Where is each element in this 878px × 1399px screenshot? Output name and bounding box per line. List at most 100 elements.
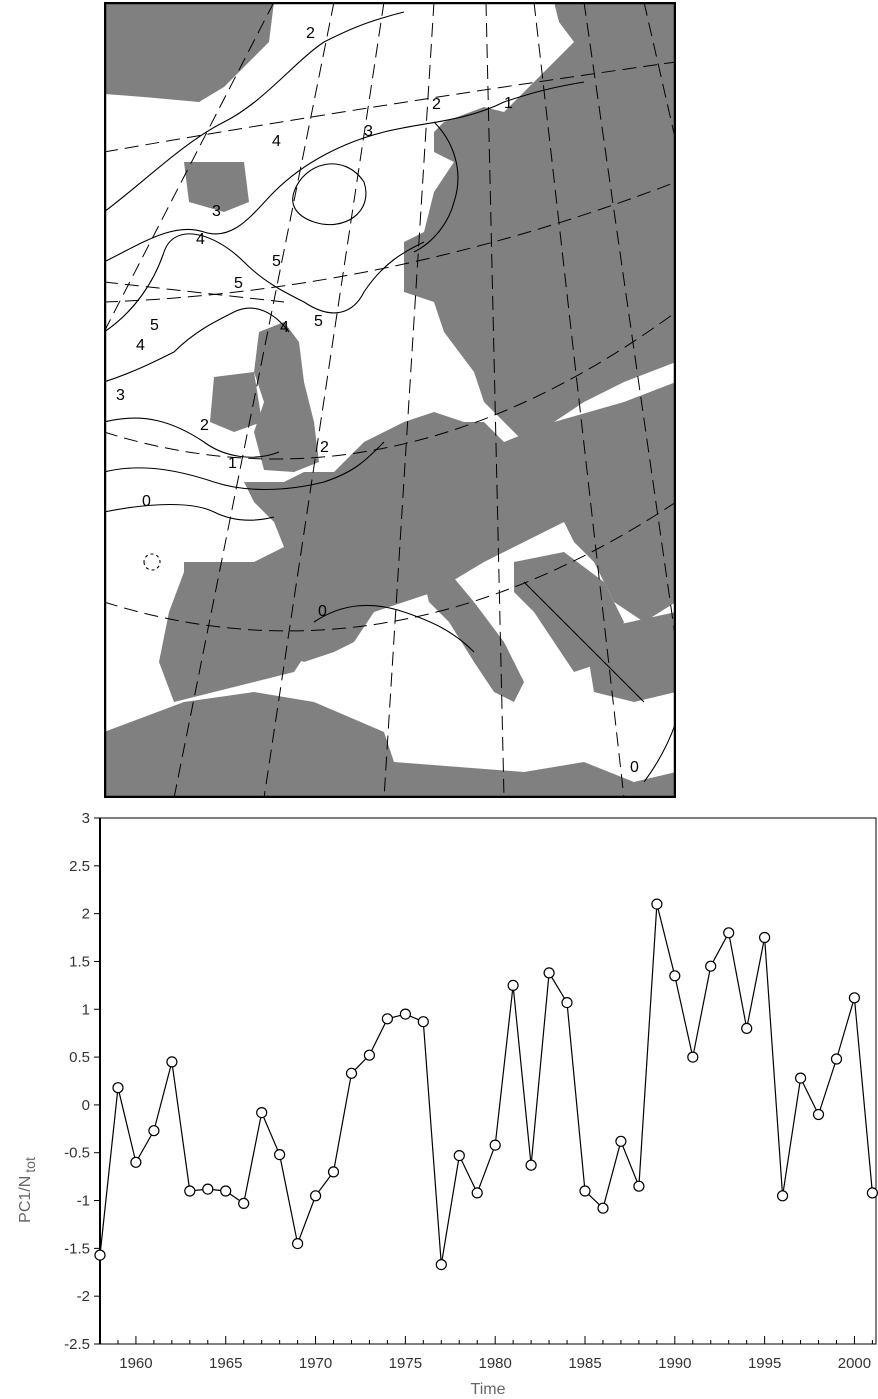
y-tick-label: -0.5 <box>64 1145 90 1162</box>
data-point <box>274 1149 286 1161</box>
contour-label: 2 <box>432 96 441 113</box>
data-point <box>94 1249 106 1261</box>
y-tick-label: -1 <box>77 1193 90 1210</box>
x-axis: 1960 1965 1970 1975 1980 1985 1990 1995 2000 <box>99 1336 873 1372</box>
contour-label: 0 <box>318 603 327 620</box>
x-tick-label: 1965 <box>209 1355 242 1372</box>
x-tick-label: 2000 <box>838 1355 871 1372</box>
data-point <box>866 1187 878 1199</box>
contour-label: 3 <box>364 123 373 140</box>
y-axis-title-main: PC1/N <box>17 1176 34 1223</box>
contour-label: 4 <box>136 337 145 354</box>
data-point <box>166 1056 178 1068</box>
data-point <box>543 967 555 979</box>
contour-label: 4 <box>196 231 205 248</box>
data-point <box>507 979 519 991</box>
data-point <box>489 1139 501 1151</box>
data-point <box>363 1049 375 1061</box>
data-point <box>615 1135 627 1147</box>
data-point <box>830 1053 843 1065</box>
y-tick-label: -1.5 <box>64 1240 90 1257</box>
data-point <box>669 970 681 982</box>
map-frame <box>104 2 676 798</box>
contour-label: 4 <box>280 319 289 336</box>
x-tick-label: 1970 <box>299 1355 332 1372</box>
data-point <box>758 931 771 944</box>
y-tick-label: 0 <box>82 1097 90 1114</box>
land-great-britain <box>254 322 319 472</box>
y-tick-label: -2 <box>77 1288 90 1305</box>
data-point <box>579 1185 591 1197</box>
land-continental-europe <box>184 382 676 662</box>
series-markers <box>94 898 878 1271</box>
y-axis-title: PC1/N tot <box>17 1157 38 1223</box>
y-axis: 3 2.5 2 1.5 1 0.5 0 -0.5 -1 -1.5 -2 -2.5 <box>64 810 100 1353</box>
contour-lines <box>104 11 676 783</box>
y-tick-label: 0.5 <box>69 1049 90 1066</box>
data-point <box>848 992 861 1004</box>
data-point <box>651 898 663 910</box>
x-tick-label: 1980 <box>478 1355 511 1372</box>
contour-label: 3 <box>212 203 221 220</box>
data-point <box>525 1159 537 1171</box>
contour-label: 0 <box>142 493 151 510</box>
data-point <box>776 1190 789 1202</box>
land-north-africa <box>104 692 676 798</box>
data-point <box>184 1185 196 1197</box>
data-point <box>812 1108 825 1121</box>
data-point <box>220 1185 232 1197</box>
contour-label: 4 <box>272 133 281 150</box>
data-point <box>202 1183 214 1195</box>
europe-map: 2 2 1 3 4 3 4 5 5 5 4 5 4 3 2 2 1 0 0 0 <box>104 2 676 798</box>
y-tick-label: 1.5 <box>69 953 90 970</box>
data-point <box>345 1067 358 1079</box>
contour-label: 1 <box>228 455 237 472</box>
data-point <box>238 1197 250 1209</box>
contour-label: 5 <box>272 253 281 270</box>
land-iceland <box>184 162 249 212</box>
contour-label: 2 <box>200 417 209 434</box>
contour-label: 2 <box>306 25 315 42</box>
data-point <box>256 1107 268 1119</box>
contour-label: 1 <box>504 95 513 112</box>
x-tick-label: 1995 <box>748 1355 781 1372</box>
land-italy <box>424 572 524 702</box>
contour-label: 3 <box>116 387 125 404</box>
y-axis-title-subscript: tot <box>22 1157 38 1173</box>
data-point <box>723 927 735 939</box>
data-point <box>453 1150 465 1162</box>
data-point <box>417 1016 429 1028</box>
data-point <box>435 1259 447 1271</box>
x-axis-title: Time <box>471 1381 506 1398</box>
land-iberia <box>159 567 314 702</box>
contour-label: 0 <box>630 759 639 776</box>
land-scandinavia-russia <box>404 2 676 442</box>
graticule <box>104 2 676 798</box>
data-point <box>741 1022 753 1034</box>
data-point <box>687 1051 699 1063</box>
data-point <box>148 1125 160 1137</box>
data-point <box>705 960 717 972</box>
plot-frame <box>99 817 877 1345</box>
contour-labels: 2 2 1 3 4 3 4 5 5 5 4 5 4 3 2 2 1 0 0 0 <box>116 25 639 776</box>
contour-label: 5 <box>234 275 243 292</box>
land-masses <box>104 2 676 798</box>
data-point <box>597 1202 609 1214</box>
land-anatolia <box>584 612 676 702</box>
data-point <box>381 1013 393 1025</box>
data-point <box>292 1238 304 1250</box>
x-tick-label: 1960 <box>119 1355 152 1372</box>
data-point <box>633 1180 645 1192</box>
data-point <box>130 1156 142 1168</box>
y-tick-label: 1 <box>82 1001 90 1018</box>
land-ireland <box>210 372 262 432</box>
x-tick-label: 1985 <box>568 1355 601 1372</box>
y-tick-label: 2.5 <box>69 858 90 875</box>
x-tick-label: 1990 <box>658 1355 691 1372</box>
contour-label: 5 <box>150 317 159 334</box>
y-tick-label: 3 <box>82 810 90 827</box>
contour-label: 5 <box>314 313 323 330</box>
pc1-timeseries-chart: 32.521.510.50-0.5-1-1.5-2-2.5 1960 1965 19… <box>17 810 878 1398</box>
x-tick-label: 1975 <box>389 1355 422 1372</box>
contour-label: 2 <box>320 439 329 456</box>
